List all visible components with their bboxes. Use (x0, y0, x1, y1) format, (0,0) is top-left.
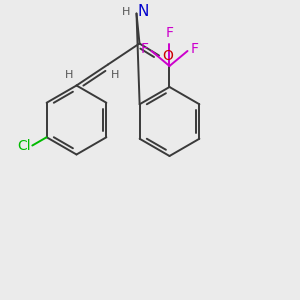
Text: H: H (65, 70, 73, 80)
Text: F: F (190, 43, 199, 56)
Text: H: H (111, 70, 120, 80)
Text: H: H (122, 7, 130, 17)
Text: N: N (138, 4, 149, 20)
Text: F: F (166, 26, 173, 40)
Text: O: O (162, 49, 173, 62)
Text: F: F (140, 43, 148, 56)
Text: Cl: Cl (17, 139, 31, 152)
